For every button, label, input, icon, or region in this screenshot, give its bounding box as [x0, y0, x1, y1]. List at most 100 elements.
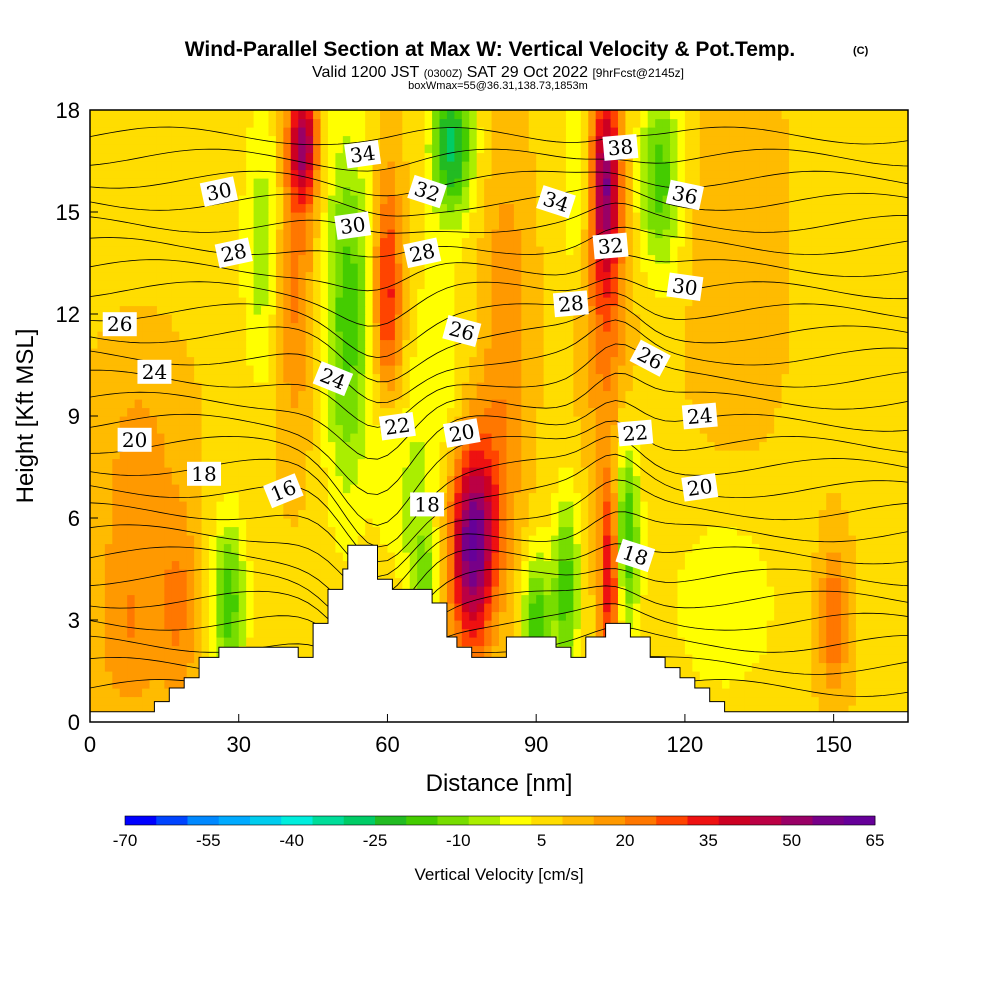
- vv-cell: [662, 484, 671, 494]
- vv-cell: [885, 373, 894, 383]
- vv-cell: [142, 416, 151, 426]
- vv-cell: [647, 560, 656, 570]
- vv-cell: [900, 339, 908, 349]
- vv-cell: [595, 594, 604, 604]
- vv-cell: [484, 339, 493, 349]
- vv-cell: [342, 390, 351, 400]
- vv-cell: [499, 467, 508, 477]
- vv-cell: [870, 501, 879, 511]
- vv-cell: [573, 518, 582, 528]
- vv-cell: [796, 475, 805, 485]
- vv-cell: [171, 679, 180, 689]
- vv-cell: [774, 492, 783, 502]
- vv-cell: [610, 484, 619, 494]
- vv-cell: [789, 356, 798, 366]
- vv-cell: [484, 373, 493, 383]
- vv-cell: [893, 416, 902, 426]
- vv-cell: [142, 594, 151, 604]
- vv-cell: [223, 637, 232, 647]
- vv-cell: [870, 518, 879, 528]
- vv-cell: [439, 373, 448, 383]
- vv-cell: [216, 484, 225, 494]
- vv-cell: [387, 543, 396, 553]
- vv-cell: [283, 535, 292, 545]
- vv-cell: [446, 348, 455, 358]
- vv-cell: [796, 603, 805, 613]
- vv-cell: [112, 654, 121, 664]
- vv-cell: [238, 611, 247, 621]
- vv-cell: [684, 526, 693, 536]
- vv-cell: [855, 458, 864, 468]
- vv-cell: [223, 365, 232, 375]
- vv-cell: [885, 365, 894, 375]
- vv-cell: [208, 526, 218, 536]
- vv-cell: [744, 416, 753, 426]
- vv-cell: [179, 399, 188, 409]
- vv-cell: [774, 594, 783, 604]
- vv-cell: [283, 424, 292, 434]
- vv-cell: [104, 416, 113, 426]
- vv-cell: [275, 390, 284, 400]
- vv-cell: [870, 620, 879, 630]
- vv-cell: [424, 416, 433, 426]
- vv-cell: [588, 416, 597, 426]
- vv-cell: [900, 577, 908, 587]
- vv-cell: [699, 603, 708, 613]
- vv-cell: [112, 543, 121, 553]
- vv-cell: [841, 484, 850, 494]
- vv-cell: [826, 373, 835, 383]
- vv-cell: [231, 501, 240, 511]
- vv-cell: [97, 467, 106, 477]
- vv-cell: [164, 526, 173, 536]
- vv-cell: [446, 382, 455, 392]
- vv-cell: [454, 467, 463, 477]
- vv-cell: [246, 637, 255, 647]
- vv-cell: [134, 679, 143, 689]
- vv-cell: [268, 382, 277, 392]
- vv-cell: [194, 569, 203, 579]
- vv-cell: [506, 475, 515, 485]
- vv-cell: [900, 654, 908, 664]
- vv-cell: [893, 620, 902, 630]
- vv-cell: [595, 365, 604, 375]
- vv-cell: [789, 611, 798, 621]
- vv-cell: [885, 484, 894, 494]
- vv-cell: [513, 560, 522, 570]
- vv-cell: [722, 475, 731, 485]
- vv-cell: [558, 382, 567, 392]
- vv-cell: [811, 560, 820, 570]
- vv-cell: [625, 484, 634, 494]
- vv-cell: [119, 671, 128, 681]
- vv-cell: [454, 492, 463, 502]
- vv-cell: [521, 586, 530, 596]
- vv-cell: [484, 518, 493, 528]
- vv-cell: [216, 518, 225, 528]
- vv-cell: [789, 637, 798, 647]
- vv-cell: [885, 586, 894, 596]
- vv-cell: [900, 399, 908, 409]
- vv-cell: [327, 331, 336, 341]
- vv-cell: [186, 543, 195, 553]
- vv-cell: [194, 348, 203, 358]
- vv-cell: [632, 569, 641, 579]
- vv-cell: [119, 594, 128, 604]
- vv-cell: [744, 560, 753, 570]
- vv-cell: [595, 441, 604, 451]
- vv-cell: [803, 458, 812, 468]
- vv-cell: [744, 569, 753, 579]
- vv-cell: [149, 594, 158, 604]
- vv-cell: [394, 569, 403, 579]
- vv-cell: [893, 637, 902, 647]
- vv-cell: [461, 484, 470, 494]
- vv-cell: [90, 339, 99, 349]
- vv-cell: [97, 611, 106, 621]
- vv-cell: [305, 390, 314, 400]
- vv-cell: [484, 577, 493, 587]
- vv-cell: [707, 586, 716, 596]
- vv-cell: [870, 535, 879, 545]
- vv-cell: [156, 416, 165, 426]
- vv-cell: [580, 552, 589, 562]
- vv-cell: [655, 475, 664, 485]
- vv-cell: [112, 484, 121, 494]
- vv-cell: [179, 424, 188, 434]
